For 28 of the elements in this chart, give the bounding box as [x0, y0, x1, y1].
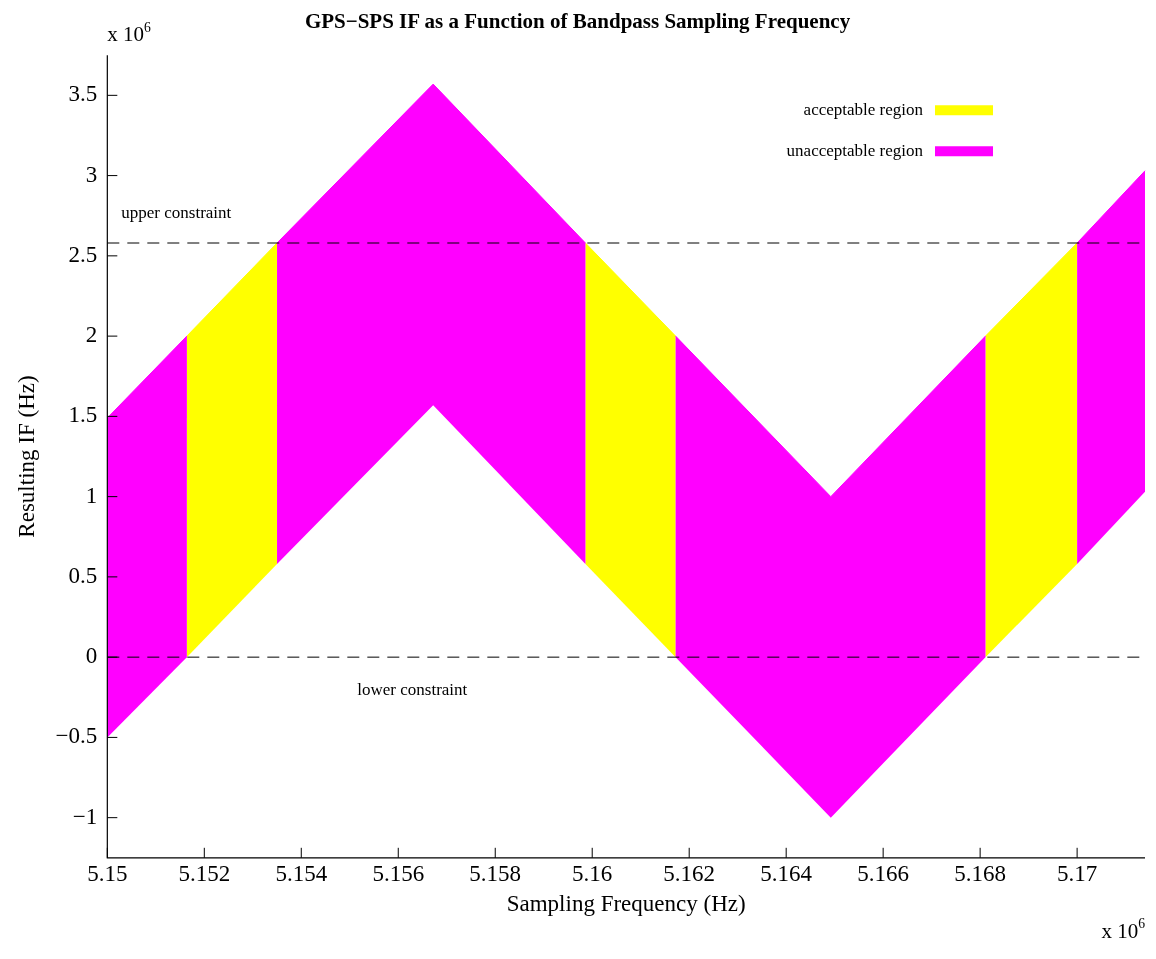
x-tick-label: 5.168: [954, 860, 1007, 886]
y-axis-title: Resulting IF (Hz): [13, 375, 39, 538]
y-tick-label: 0.5: [68, 562, 98, 588]
y-tick-label: −1: [72, 803, 98, 829]
y-tick-label: 2: [85, 322, 98, 348]
y-tick-label: 2.5: [68, 241, 98, 267]
x-tick-label: 5.158: [469, 860, 522, 886]
ref-line-label: upper constraint: [121, 203, 232, 223]
legend-label: unacceptable region: [786, 140, 924, 160]
x-tick-label: 5.17: [1056, 860, 1098, 886]
y-tick-label: 0: [85, 643, 98, 669]
x-tick-label: 5.16: [572, 860, 613, 886]
y-tick-label: −0.5: [55, 723, 98, 749]
y-tick-label: 3: [85, 161, 98, 187]
x-axis-title: Sampling Frequency (Hz): [506, 891, 746, 917]
y-tick-label: 3.5: [68, 81, 98, 107]
chart-title: GPS−SPS IF as a Function of Bandpass Sampling Frequency: [304, 9, 851, 34]
x-tick-label: 5.154: [275, 860, 328, 886]
y-tick-label: 1: [85, 482, 98, 508]
x-tick-label: 5.166: [857, 860, 910, 886]
ref-line-label: lower constraint: [357, 679, 468, 699]
x-tick-label: 5.15: [87, 860, 128, 886]
legend-label: acceptable region: [803, 99, 924, 119]
x-tick-label: 5.152: [178, 860, 231, 886]
y-tick-label: 1.5: [68, 402, 98, 428]
x-tick-label: 5.164: [760, 860, 813, 886]
x-tick-label: 5.162: [663, 860, 716, 886]
x-tick-label: 5.156: [372, 860, 425, 886]
